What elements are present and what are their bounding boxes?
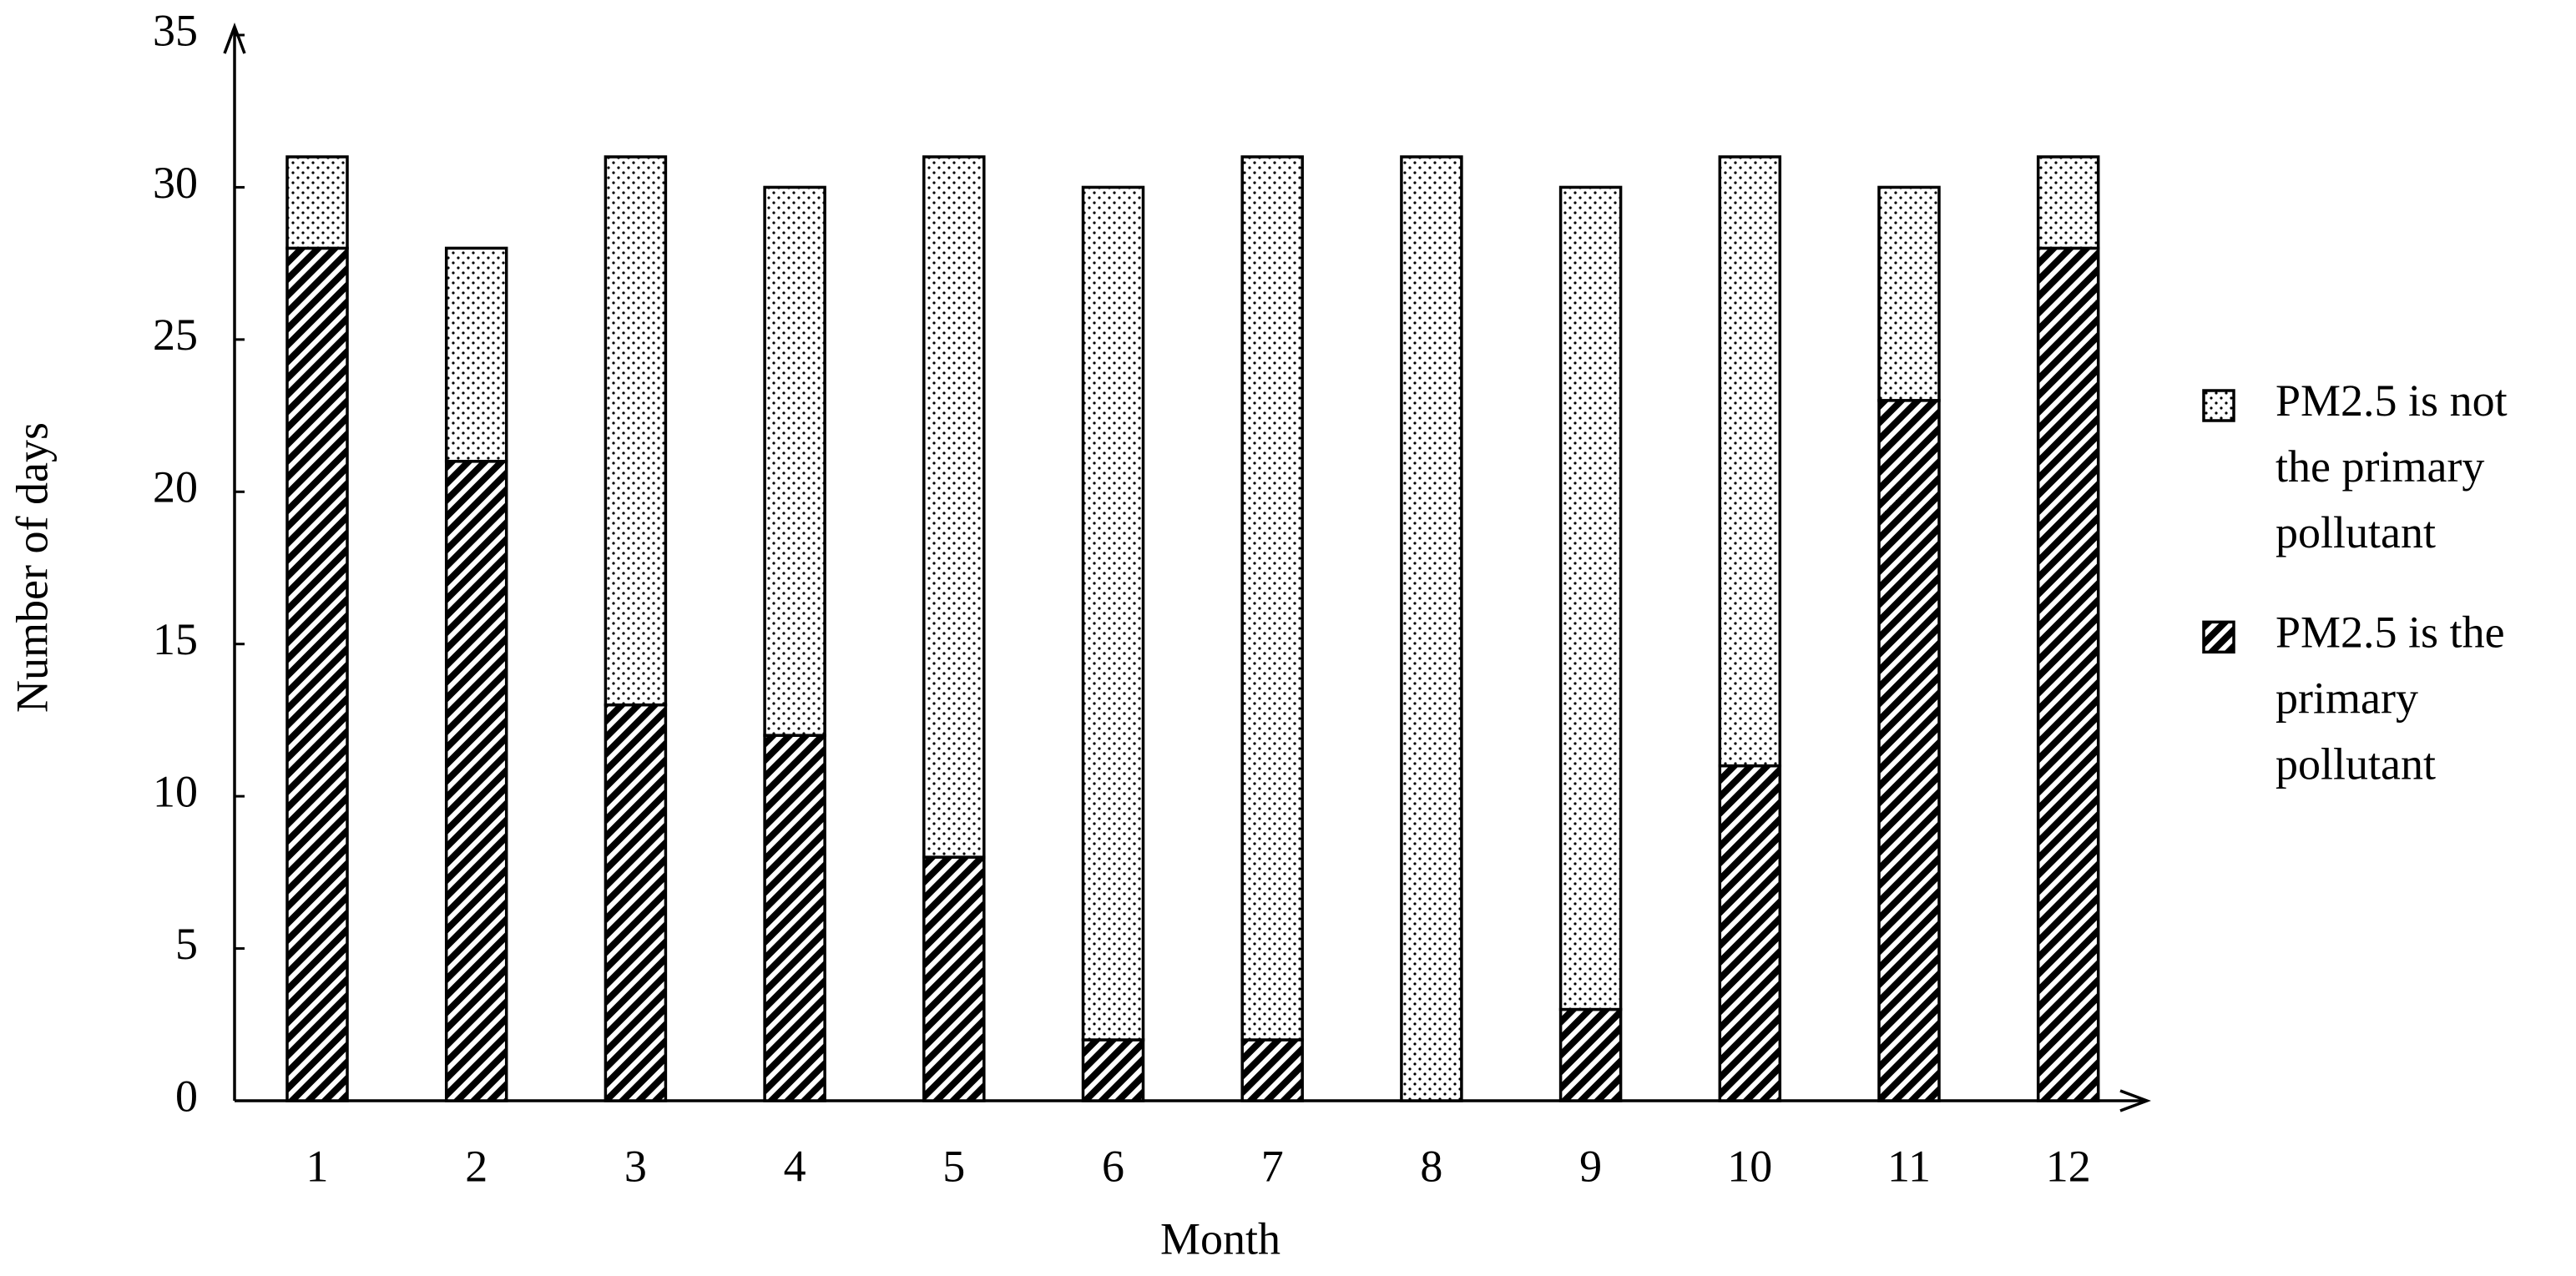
bar-segment bbox=[604, 155, 668, 707]
bar-segment bbox=[604, 703, 668, 1102]
y-tick-label: 35 bbox=[153, 5, 198, 55]
bar-segment bbox=[1240, 155, 1304, 1041]
bar-segment bbox=[285, 155, 349, 250]
y-tick-label: 20 bbox=[153, 462, 198, 512]
x-tick-label: 6 bbox=[1102, 1141, 1124, 1191]
bar-segment bbox=[2036, 246, 2100, 1102]
y-tick-label: 0 bbox=[175, 1071, 198, 1121]
y-tick-label: 15 bbox=[153, 614, 198, 664]
bar-segment bbox=[763, 734, 826, 1102]
x-axis-title: Month bbox=[1160, 1213, 1280, 1263]
bar-segment bbox=[1558, 1007, 1623, 1102]
x-tick-label: 5 bbox=[942, 1141, 965, 1191]
x-tick-label: 11 bbox=[1887, 1141, 1931, 1191]
x-tick-label: 10 bbox=[1727, 1141, 1772, 1191]
x-tick-label: 3 bbox=[624, 1141, 647, 1191]
bar-segment bbox=[1718, 155, 1782, 768]
x-tick-label: 2 bbox=[465, 1141, 487, 1191]
x-axis-arrow bbox=[2119, 1089, 2151, 1112]
bar-segment bbox=[1877, 185, 1941, 402]
bar-segment bbox=[1877, 399, 1941, 1102]
y-axis-arrow bbox=[223, 23, 246, 54]
bar-segment bbox=[922, 155, 986, 859]
x-tick-label: 12 bbox=[2046, 1141, 2091, 1191]
y-tick-label: 10 bbox=[153, 767, 198, 817]
bar-segment bbox=[1081, 185, 1145, 1041]
bar-segment bbox=[444, 460, 508, 1102]
bar-segment bbox=[2036, 155, 2100, 250]
legend-swatch bbox=[2202, 389, 2235, 422]
y-tick-label: 5 bbox=[175, 919, 198, 969]
legend-label: PM2.5 is not the primary pollutant bbox=[2275, 376, 2508, 557]
bar-segment bbox=[1400, 155, 1463, 1102]
y-tick-label: 25 bbox=[153, 310, 198, 360]
bar-segment bbox=[285, 246, 349, 1102]
x-tick-label: 7 bbox=[1261, 1141, 1284, 1191]
y-tick-label: 30 bbox=[153, 158, 198, 208]
x-tick-label: 1 bbox=[306, 1141, 329, 1191]
bar-segment bbox=[763, 185, 826, 737]
legend-swatch bbox=[2202, 620, 2235, 654]
x-tick-label: 9 bbox=[1579, 1141, 1602, 1191]
bar-segment bbox=[1718, 764, 1782, 1102]
bar-segment bbox=[444, 246, 508, 463]
bar-segment bbox=[922, 855, 986, 1102]
bar-segment bbox=[1081, 1038, 1145, 1102]
x-tick-label: 8 bbox=[1420, 1141, 1442, 1191]
y-axis-title: Number of days bbox=[7, 422, 57, 713]
x-tick-label: 4 bbox=[784, 1141, 806, 1191]
legend-label: PM2.5 is the primary pollutant bbox=[2275, 608, 2505, 789]
bar-segment bbox=[1240, 1038, 1304, 1102]
bar-segment bbox=[1558, 185, 1623, 1011]
